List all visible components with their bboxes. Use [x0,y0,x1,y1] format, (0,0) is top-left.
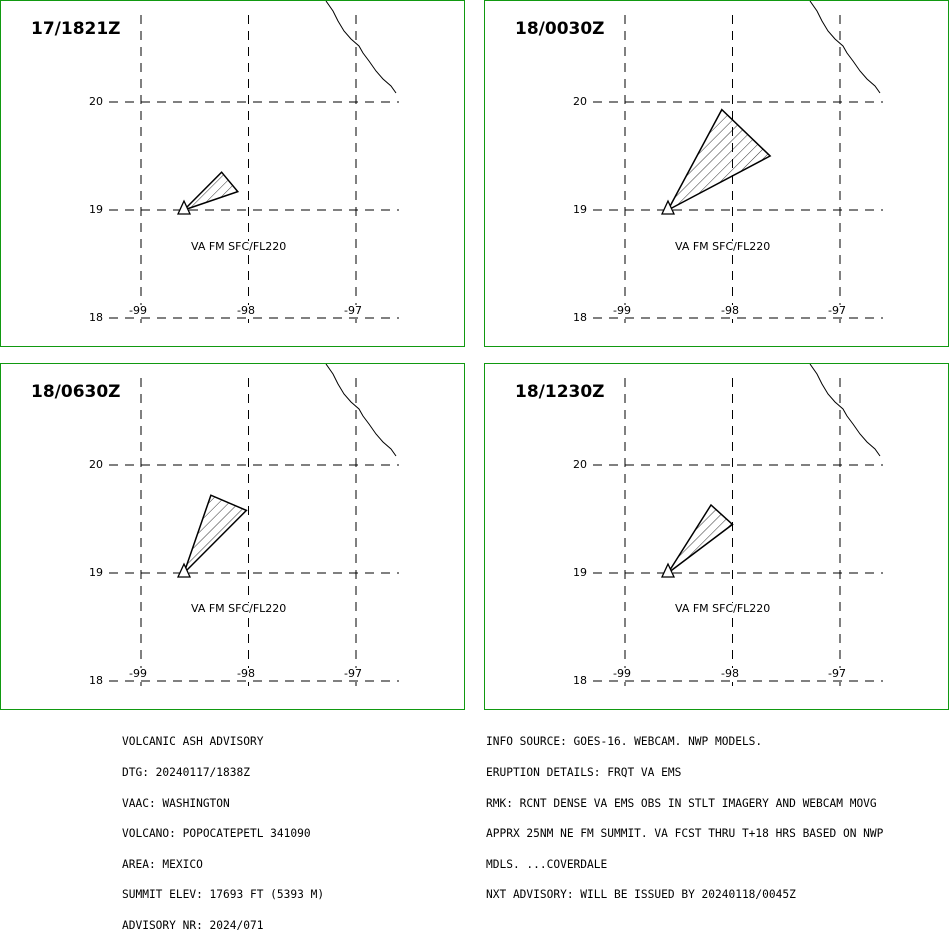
va-level-label: VA FM SFC/FL220 [191,602,287,615]
ash-cloud-polygon [667,503,734,574]
lat-label-19: 19 [73,567,103,578]
map-panel-3: 18/0630Z 20 19 18 -99 -98 -97 VA FM SFC/… [0,363,465,710]
volcano-icon [176,199,192,215]
map-panel-4: 18/1230Z 20 19 18 -99 -98 -97 VA FM SFC/… [484,363,949,710]
advisory-line: DTG: 20240117/1838Z [122,766,250,779]
advisory-line: RMK: RCNT DENSE VA EMS OBS IN STLT IMAGE… [486,796,877,810]
lon-label-99: -99 [129,667,147,680]
lat-label-20: 20 [73,96,103,107]
lat-label-18: 18 [557,312,587,323]
panel-time-label: 18/0030Z [515,19,605,39]
lat-label-19: 19 [557,204,587,215]
lon-label-97: -97 [344,304,362,317]
panel-time-label: 18/0630Z [31,382,121,402]
panel-time-label: 18/1230Z [515,382,605,402]
map-canvas [593,1,883,323]
advisory-line: INFO SOURCE: GOES-16. WEBCAM. NWP MODELS… [486,735,763,749]
lat-label-18: 18 [73,675,103,686]
map-canvas [109,364,399,686]
lon-label-97: -97 [344,667,362,680]
lat-label-19: 19 [557,567,587,578]
advisory-line: ADVISORY NR: 2024/071 [122,918,264,932]
map-canvas [593,364,883,686]
lat-label-20: 20 [73,459,103,470]
advisory-line: NXT ADVISORY: WILL BE ISSUED BY 20240118… [486,888,796,902]
coastline [809,364,881,457]
advisory-line: MDLS. ...COVERDALE [486,857,608,871]
coastline [809,1,881,94]
advisory-line: ERUPTION DETAILS: FRQT VA EMS [486,766,682,779]
advisory-line: AREA: MEXICO [122,857,203,871]
advisory-line: VAAC: WASHINGTON [122,796,230,810]
panel-time-label: 17/1821Z [31,19,121,39]
lon-label-99: -99 [613,667,631,680]
lon-label-99: -99 [613,304,631,317]
ash-cloud-polygon [183,171,240,211]
va-level-label: VA FM SFC/FL220 [675,240,771,253]
lon-label-99: -99 [129,304,147,317]
advisory-line: SUMMIT ELEV: 17693 FT (5393 M) [122,888,325,902]
advisory-line: VOLCANIC ASH ADVISORY [122,735,264,749]
lat-label-18: 18 [73,312,103,323]
lat-label-20: 20 [557,96,587,107]
lon-label-98: -98 [721,667,739,680]
volcano-icon [660,562,676,578]
ash-cloud-polygon [666,108,772,212]
lat-label-18: 18 [557,675,587,686]
advisory-line: VOLCANO: POPOCATEPETL 341090 [122,827,311,841]
coastline [325,364,397,457]
lon-label-98: -98 [721,304,739,317]
advisory-details-block: INFO SOURCE: GOES-16. WEBCAM. NWP MODELS… [486,717,883,911]
map-panel-2: 18/0030Z 20 19 18 -99 -98 -97 VA FM SFC/… [484,0,949,347]
advisory-header-block: VOLCANIC ASH ADVISORY DTG: 20240117/1838… [122,717,324,941]
lon-label-98: -98 [237,304,255,317]
volcano-icon [660,199,676,215]
coastline [325,1,397,94]
volcano-icon [176,562,192,578]
lon-label-97: -97 [828,667,846,680]
map-canvas [109,1,399,323]
lon-label-98: -98 [237,667,255,680]
lat-label-19: 19 [73,204,103,215]
map-panel-1: 17/1821Z 20 19 18 -99 -98 -97 VA FM SFC/… [0,0,465,347]
ash-cloud-polygon [183,494,248,574]
va-level-label: VA FM SFC/FL220 [191,240,287,253]
lon-label-97: -97 [828,304,846,317]
advisory-line: APPRX 25NM NE FM SUMMIT. VA FCST THRU T+… [486,827,884,841]
lat-label-20: 20 [557,459,587,470]
va-level-label: VA FM SFC/FL220 [675,602,771,615]
